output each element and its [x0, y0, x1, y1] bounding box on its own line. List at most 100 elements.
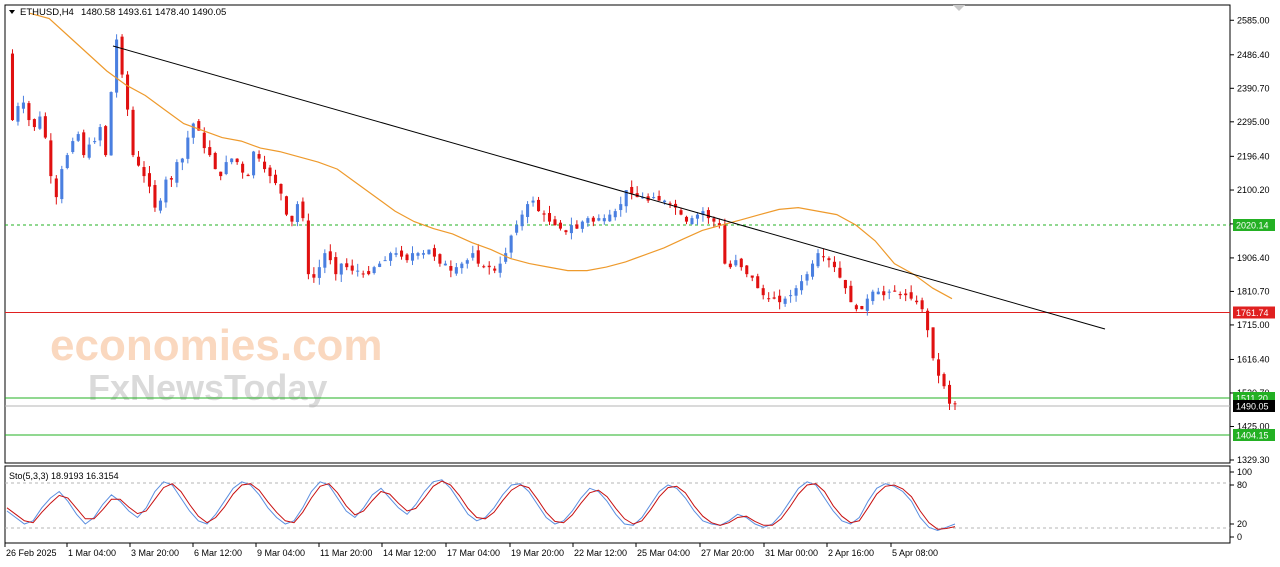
- candle-body: [180, 158, 184, 163]
- candle-body: [838, 267, 842, 278]
- candle-body: [750, 275, 754, 278]
- candle-body: [756, 276, 760, 289]
- candle-body: [531, 200, 535, 203]
- candle-body: [663, 200, 667, 203]
- candle-body: [739, 258, 743, 268]
- stoch-tick-label: 100: [1237, 467, 1252, 477]
- candle-body: [410, 253, 415, 261]
- candle-body: [317, 267, 321, 278]
- candle-body: [10, 53, 15, 121]
- stochastic-signal-line: [6, 480, 956, 530]
- candle-body: [832, 261, 836, 268]
- candle-body: [136, 156, 141, 166]
- candle-body: [553, 219, 557, 226]
- candle-body: [810, 263, 815, 277]
- price-tick-label: 1715.00: [1237, 320, 1270, 330]
- candle-body: [509, 235, 513, 253]
- candle-body: [427, 249, 431, 255]
- candle-body: [301, 201, 305, 219]
- candle-body: [471, 253, 475, 258]
- level-label-2020-bg: [1233, 219, 1275, 231]
- price-tick-label: 2295.00: [1237, 117, 1270, 127]
- candle-body: [131, 109, 135, 156]
- candle-body: [361, 273, 365, 275]
- candle-body: [761, 288, 765, 296]
- candle-body: [49, 140, 53, 177]
- stochastic-axis: 100 80 20 0: [1230, 467, 1252, 542]
- candle-body: [882, 291, 886, 296]
- candle-body: [482, 266, 486, 268]
- time-tick-label: 27 Mar 20:00: [701, 548, 754, 558]
- candle-body: [98, 127, 102, 141]
- candle-body: [219, 171, 223, 177]
- trendline-descending[interactable]: [112, 45, 1106, 330]
- time-tick-label: 11 Mar 20:00: [320, 548, 372, 558]
- watermark-economies: economies.com: [50, 321, 383, 370]
- time-tick-label: 19 Mar 20:00: [511, 548, 564, 558]
- candle-body: [142, 167, 146, 177]
- candle-body: [465, 260, 469, 264]
- price-tick-label: 1425.00: [1237, 421, 1270, 431]
- candle-body: [378, 263, 382, 267]
- candle-body: [843, 279, 847, 289]
- candle-body: [772, 297, 776, 299]
- candle-body: [443, 263, 447, 266]
- candle-body: [449, 265, 453, 271]
- candle-body: [65, 155, 69, 169]
- candle-body: [937, 359, 941, 376]
- candle-body: [126, 74, 130, 110]
- candle-body: [32, 119, 36, 128]
- candle-body: [339, 263, 343, 275]
- candle-body: [454, 267, 458, 274]
- time-tick-label: 1 Mar 04:00: [68, 548, 116, 558]
- candle-body: [389, 253, 393, 261]
- candle-body: [597, 218, 601, 221]
- candle-body: [652, 197, 656, 199]
- dropdown-arrow-icon[interactable]: [9, 10, 15, 14]
- candle-body: [926, 310, 930, 331]
- candle-body: [21, 102, 25, 109]
- candle-body: [520, 214, 524, 227]
- candle-body: [717, 223, 721, 226]
- candle-body: [197, 121, 201, 131]
- price-tick-label: 2196.40: [1237, 151, 1270, 161]
- candle-body: [312, 274, 316, 278]
- candle-body: [706, 210, 710, 219]
- candle-body: [60, 169, 64, 200]
- candle-body: [701, 211, 705, 215]
- candle-body: [569, 225, 573, 234]
- candle-body: [345, 263, 349, 268]
- candle-body: [591, 217, 595, 222]
- candle-body: [273, 174, 278, 184]
- candle-body: [827, 258, 831, 261]
- candle-body: [284, 196, 289, 215]
- candle-body: [367, 271, 371, 275]
- candle-body: [224, 162, 228, 175]
- candle-body: [580, 221, 584, 229]
- time-tick-label: 26 Feb 2025: [6, 548, 57, 558]
- candle-body: [82, 132, 86, 156]
- candle-body: [547, 213, 552, 222]
- candle-body: [241, 163, 245, 173]
- candle-body: [657, 195, 661, 201]
- candle-body: [252, 151, 256, 176]
- candle-body: [279, 183, 283, 194]
- candle-body: [865, 298, 869, 311]
- price-tick-label: 1906.40: [1237, 253, 1270, 263]
- candle-body: [728, 263, 732, 268]
- candle-body: [306, 220, 310, 275]
- candle-body: [109, 92, 113, 156]
- candle-body: [816, 253, 820, 267]
- stoch-tick-label: 80: [1237, 480, 1247, 490]
- stoch-tick-label: 0: [1237, 532, 1242, 542]
- candle-body: [515, 225, 519, 233]
- candle-body: [38, 116, 42, 129]
- candle-body: [931, 327, 935, 359]
- candle-body: [893, 290, 897, 292]
- candle-body: [641, 197, 645, 199]
- candle-body: [202, 132, 206, 149]
- candle-body: [613, 211, 617, 218]
- candle-body: [235, 158, 239, 163]
- candle-body: [71, 141, 75, 153]
- candle-body: [887, 291, 891, 293]
